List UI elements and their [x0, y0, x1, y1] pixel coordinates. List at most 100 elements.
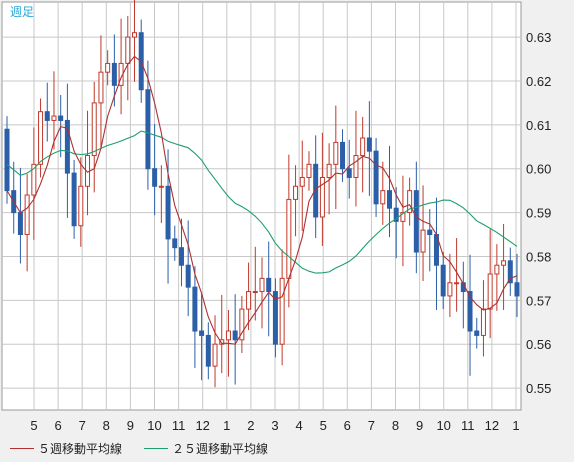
candle-body-up — [447, 282, 453, 297]
chart-title: 週足 — [10, 5, 34, 19]
x-tick-label: 1 — [223, 418, 230, 433]
y-tick-label: 0.60 — [526, 162, 551, 177]
candle-body-up — [454, 282, 460, 285]
candle-body-down — [185, 264, 191, 288]
plot-area — [1, 1, 522, 411]
candle-body-up — [353, 155, 359, 178]
candle-body-down — [232, 330, 238, 341]
y-tick-label: 0.62 — [526, 74, 551, 89]
x-tick-label: 6 — [54, 418, 61, 433]
candles — [4, 0, 520, 388]
x-tick-label: 10 — [147, 418, 161, 433]
x-tick-label: 8 — [392, 418, 399, 433]
candle-body-down — [199, 330, 205, 336]
x-tick-label: 7 — [79, 418, 86, 433]
y-tick-label: 0.58 — [526, 249, 551, 264]
ma25-line — [6, 130, 518, 274]
candle-body-up — [78, 185, 84, 227]
candle-body-up — [51, 115, 57, 121]
candle-body-up — [259, 277, 265, 293]
candle-body-up — [306, 163, 312, 178]
candle-body-up — [293, 185, 299, 200]
candle-body-up — [360, 137, 366, 157]
tick-labels: 0.63 0.62 0.61 0.60 0.59 0.58 0.57 0.56 0.55 5 6 7 8… — [30, 30, 551, 433]
candle-body-up — [380, 190, 386, 205]
y-tick-label: 0.57 — [526, 293, 551, 308]
candle-body-up — [212, 343, 218, 367]
y-tick-label: 0.61 — [526, 118, 551, 133]
x-tick-label: 11 — [172, 418, 186, 433]
legend-item-ma25: ２５週移動平均線 — [144, 440, 268, 457]
y-tick-label: 0.56 — [526, 337, 551, 352]
x-tick-label: 5 — [30, 418, 37, 433]
candle-body-down — [340, 141, 346, 170]
candle-body-down — [165, 185, 171, 240]
candle-body-up — [494, 264, 500, 275]
candle-body-up — [31, 163, 37, 196]
x-tick-label: 12 — [195, 418, 209, 433]
candle-body-up — [125, 36, 131, 64]
candle-body-down — [427, 229, 433, 236]
candle-body-up — [24, 194, 30, 236]
x-tick-label: 9 — [127, 418, 134, 433]
x-tick-label: 5 — [320, 418, 327, 433]
legend-item-ma5: ５週移動平均線 — [10, 440, 122, 457]
candle-body-up — [252, 291, 258, 294]
x-tick-label: 9 — [416, 418, 423, 433]
candle-body-up — [105, 62, 111, 73]
candle-body-down — [192, 286, 198, 332]
candle-body-up — [91, 102, 97, 157]
x-tick-label: 10 — [436, 418, 450, 433]
candle-body-up — [132, 32, 137, 38]
candle-body-up — [225, 330, 231, 341]
candle-body-down — [373, 150, 379, 205]
candle-body-up — [158, 185, 164, 188]
x-tick-label: 11 — [461, 418, 475, 433]
candle-body-down — [71, 172, 77, 227]
candle-body-down — [172, 238, 178, 249]
candle-body-down — [17, 212, 23, 236]
candle-body-down — [387, 190, 392, 209]
candle-body-up — [480, 308, 486, 336]
candle-body-down — [4, 128, 10, 192]
x-tick-label: 4 — [295, 418, 302, 433]
candle-body-down — [266, 277, 272, 293]
candle-body-down — [205, 334, 211, 367]
candle-body-down — [272, 291, 278, 345]
x-tick-label: 12 — [485, 418, 499, 433]
candle-body-down — [366, 137, 372, 152]
legend-label-ma5: ５週移動平均線 — [38, 441, 123, 456]
candle-body-up — [326, 163, 332, 178]
candle-body-up — [333, 141, 339, 165]
candle-body-up — [239, 308, 245, 341]
candle-body-down — [44, 111, 50, 121]
ma25-swatch — [144, 447, 169, 449]
candle-body-up — [38, 111, 44, 165]
candle-body-up — [420, 229, 426, 253]
candle-body-up — [98, 71, 104, 104]
candle-body-up — [400, 212, 406, 222]
y-tick-label: 0.63 — [526, 30, 551, 45]
candle-body-down — [178, 247, 184, 266]
candle-body-down — [152, 168, 158, 187]
ma5-swatch — [10, 447, 34, 449]
candle-body-up — [319, 176, 325, 218]
candle-body-down — [474, 330, 480, 336]
legend: ５週移動平均線 ２５週移動平均線 — [10, 440, 290, 456]
candle-body-down — [507, 260, 513, 284]
x-tick-label: 1 — [512, 418, 519, 433]
y-tick-label: 0.55 — [526, 381, 551, 396]
candle-body-up — [286, 198, 292, 279]
candle-body-down — [440, 264, 446, 297]
x-tick-label: 2 — [247, 418, 254, 433]
candle-body-up — [279, 277, 285, 345]
candle-body-up — [219, 339, 225, 345]
candle-body-down — [111, 62, 117, 86]
x-tick-label: 7 — [368, 418, 375, 433]
candle-body-down — [514, 282, 520, 297]
candle-body-up — [246, 291, 252, 310]
candle-body-down — [346, 168, 352, 178]
candle-body-down — [313, 163, 319, 218]
